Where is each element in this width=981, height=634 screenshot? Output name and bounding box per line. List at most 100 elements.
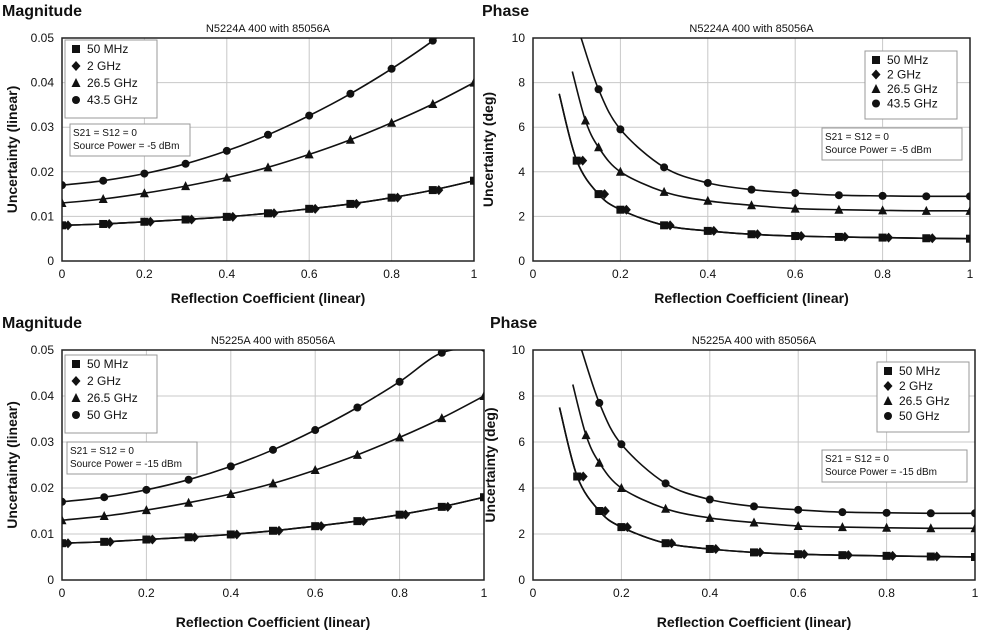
series-diamond bbox=[558, 93, 970, 244]
chart-panel-1: 0 0.2 0.4 0.6 0.8 1 0 0.01 0.02 0.03 0.04 0.05 Magni… bbox=[2, 3, 478, 306]
data-point bbox=[965, 205, 970, 215]
data-point bbox=[469, 77, 474, 87]
data-point bbox=[600, 189, 610, 200]
data-point bbox=[709, 225, 719, 236]
data-point bbox=[479, 391, 484, 400]
data-point bbox=[747, 185, 756, 194]
legend-marker-diamond bbox=[71, 61, 81, 71]
y-tick-label: 0.03 bbox=[31, 435, 55, 449]
y-tick-label: 0.02 bbox=[31, 481, 55, 495]
data-point bbox=[316, 521, 326, 532]
data-point bbox=[62, 497, 66, 506]
legend-marker-diamond bbox=[883, 381, 893, 391]
data-point bbox=[578, 471, 588, 482]
data-point bbox=[470, 3, 478, 11]
annotation-text: Source Power = -5 dBm bbox=[73, 141, 179, 152]
data-point bbox=[838, 508, 847, 517]
plot-area bbox=[61, 37, 475, 262]
data-point bbox=[660, 163, 669, 172]
data-point bbox=[104, 218, 114, 229]
data-point bbox=[616, 125, 625, 134]
data-point bbox=[395, 377, 404, 386]
data-point bbox=[190, 532, 200, 543]
data-point bbox=[750, 502, 758, 511]
annotation-text: Source Power = -5 dBm bbox=[825, 145, 931, 156]
data-point bbox=[395, 432, 405, 442]
data-point bbox=[878, 205, 888, 215]
annotation-text: S21 = S12 = 0 bbox=[825, 132, 889, 143]
data-point bbox=[147, 534, 157, 545]
data-point bbox=[794, 505, 803, 514]
y-tick-label: 2 bbox=[518, 209, 525, 223]
data-point bbox=[184, 475, 193, 484]
data-point bbox=[926, 509, 935, 518]
data-point bbox=[615, 166, 625, 176]
data-point bbox=[966, 192, 970, 201]
data-point bbox=[581, 430, 591, 440]
panel-heading: Magnitude bbox=[2, 315, 82, 332]
legend-label: 2 GHz bbox=[887, 68, 921, 82]
x-tick-label: 0.6 bbox=[301, 267, 318, 281]
data-point bbox=[428, 99, 438, 109]
y-tick-label: 0 bbox=[47, 254, 54, 268]
data-point bbox=[884, 232, 894, 243]
data-point bbox=[793, 520, 803, 530]
chart-title: N5225A 400 with 85056A bbox=[211, 335, 336, 347]
legend-marker-square bbox=[72, 45, 80, 53]
series-circle bbox=[62, 3, 478, 190]
panel-heading: Magnitude bbox=[2, 3, 82, 20]
data-point bbox=[927, 233, 937, 244]
legend: 50 MHz 2 GHz 26.5 GHz 50 GHz bbox=[64, 354, 158, 434]
data-point bbox=[310, 203, 320, 214]
x-tick-label: 0.4 bbox=[699, 267, 716, 281]
y-tick-label: 0.05 bbox=[31, 31, 55, 45]
legend-box bbox=[64, 354, 158, 434]
data-point bbox=[269, 208, 279, 219]
legend-marker-circle bbox=[72, 96, 80, 104]
series-diamond bbox=[62, 179, 474, 231]
y-tick-label: 0.01 bbox=[31, 209, 55, 223]
legend-label: 26.5 GHz bbox=[87, 76, 138, 90]
annotation-box: S21 = S12 = 0 Source Power = -15 dBm bbox=[66, 441, 198, 475]
data-point bbox=[352, 449, 362, 459]
data-point bbox=[888, 550, 898, 561]
legend-marker-square bbox=[872, 56, 880, 64]
data-point bbox=[63, 538, 73, 549]
series-triangle bbox=[62, 77, 474, 208]
data-point bbox=[834, 204, 844, 214]
data-point bbox=[353, 403, 362, 412]
legend-marker-circle bbox=[872, 99, 880, 108]
data-point bbox=[187, 214, 197, 225]
legend-marker-square bbox=[72, 360, 80, 368]
y-tick-label: 0.05 bbox=[31, 343, 55, 357]
annotation-text: Source Power = -15 dBm bbox=[825, 467, 937, 478]
data-point bbox=[667, 538, 677, 549]
data-point bbox=[269, 445, 277, 454]
x-tick-label: 0.8 bbox=[391, 586, 408, 600]
data-point bbox=[799, 549, 809, 560]
data-point bbox=[878, 191, 887, 200]
chart-panel-3: 0 0.2 0.4 0.6 0.8 1 0 0.01 0.02 0.03 0.04 0.05 Magni… bbox=[2, 315, 488, 630]
legend-marker-diamond bbox=[871, 69, 881, 80]
annotation-text: S21 = S12 = 0 bbox=[70, 446, 134, 457]
data-point bbox=[311, 426, 320, 435]
y-tick-label: 0.03 bbox=[31, 120, 55, 134]
panel-heading: Phase bbox=[490, 315, 537, 332]
data-point bbox=[791, 188, 800, 197]
data-point bbox=[790, 203, 800, 213]
series-diamond bbox=[558, 407, 975, 562]
annotation-frame bbox=[66, 441, 198, 475]
annotation-frame bbox=[69, 123, 191, 157]
data-point bbox=[703, 178, 712, 187]
x-axis-label: Reflection Coefficient (linear) bbox=[657, 614, 851, 630]
data-point bbox=[62, 181, 66, 190]
series-line bbox=[62, 496, 484, 544]
legend-box bbox=[864, 50, 958, 120]
series-square bbox=[62, 176, 474, 230]
legend-label: 26.5 GHz bbox=[887, 82, 938, 96]
data-point bbox=[921, 205, 931, 215]
